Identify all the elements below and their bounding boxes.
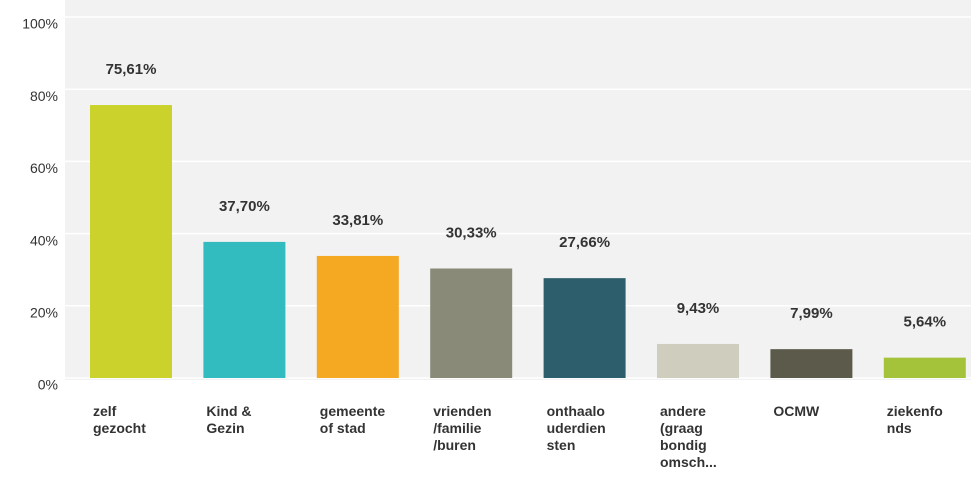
bar [203, 241, 286, 378]
x-tick-label: Kind & Gezin [206, 403, 252, 436]
value-label: 75,61% [106, 61, 157, 78]
bar [543, 278, 626, 378]
x-tick-label: onthaalo uderdien sten [546, 403, 606, 453]
y-tick-label: 0% [38, 377, 58, 393]
value-label: 33,81% [332, 212, 383, 229]
x-tick-label: vrienden /familie /buren [433, 403, 492, 453]
x-tick-label: zelf gezocht [93, 403, 146, 436]
plot-background [65, 0, 971, 380]
x-tick-label: andere (graag bondig omsch... [660, 403, 717, 470]
value-label: 7,99% [790, 305, 833, 322]
value-label: 37,70% [219, 198, 270, 215]
bar [90, 105, 172, 378]
value-label: 5,64% [904, 314, 947, 331]
y-tick-label: 60% [30, 160, 58, 176]
y-tick-label: 100% [22, 16, 58, 32]
x-tick-label: OCMW [773, 403, 820, 419]
value-label: 9,43% [677, 300, 720, 317]
bar [883, 357, 966, 378]
y-tick-label: 40% [30, 232, 58, 248]
bar [770, 349, 853, 378]
bar [316, 255, 399, 378]
bar [430, 268, 513, 378]
value-label: 27,66% [559, 234, 610, 251]
y-tick-label: 20% [30, 305, 58, 321]
y-tick-label: 80% [30, 88, 58, 104]
bar [657, 343, 739, 378]
x-tick-label: gemeente of stad [319, 403, 386, 436]
value-label: 30,33% [446, 224, 497, 241]
x-tick-label: ziekenfo nds [886, 403, 943, 436]
